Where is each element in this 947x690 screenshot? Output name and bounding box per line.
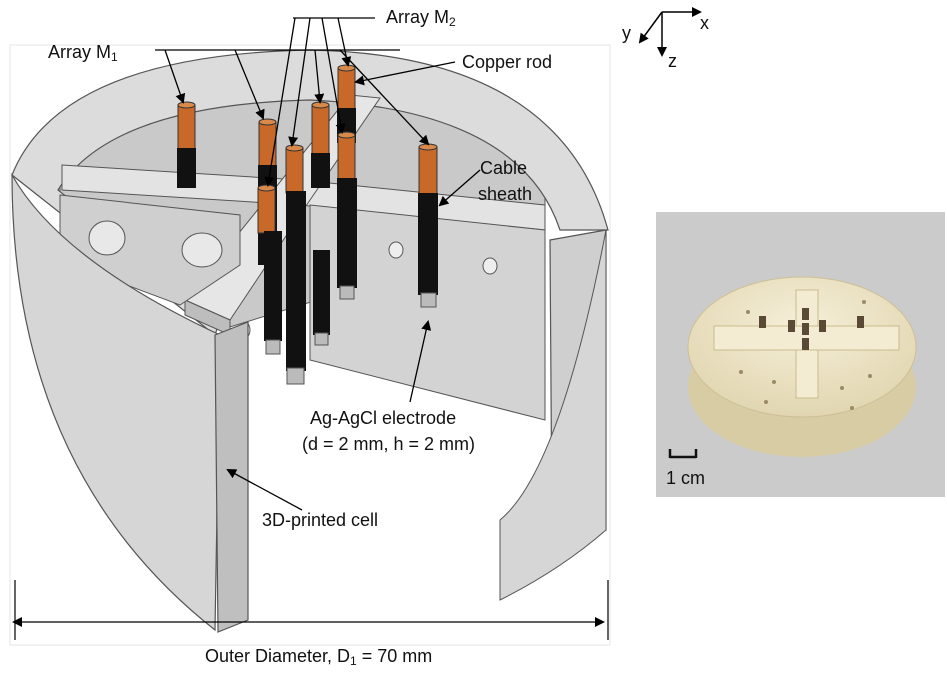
cell-label: 3D-printed cell (262, 510, 379, 530)
photo-holes (739, 300, 872, 410)
array-m2-pointers (264, 17, 375, 187)
electrode-group (177, 64, 438, 385)
electrode-label-1: Ag-AgCl electrode (310, 408, 457, 428)
device-photo: 1 cm (656, 212, 945, 497)
cell-hole (181, 232, 223, 268)
electrode-pointer (409, 320, 432, 403)
cable-sheath-pointer (438, 169, 481, 207)
copper-rod-pointer (354, 61, 456, 86)
cell-top-ring (11, 49, 609, 336)
frame (9, 44, 611, 646)
array-m1-label: Array M1 (48, 42, 118, 64)
scale-bar-label: 1 cm (666, 468, 706, 488)
device-photo-graphic (656, 212, 945, 497)
array-m2-label: Array M2 (386, 7, 456, 29)
electrode (177, 101, 196, 188)
cell-outer-wall-right (499, 229, 607, 601)
copper-rod-label: Copper rod (462, 52, 553, 72)
axis-x-label: x (700, 13, 709, 33)
electrode (311, 101, 330, 346)
electrode (337, 131, 357, 300)
electrode (257, 184, 282, 355)
cable-sheath-label-2: sheath (478, 184, 533, 204)
cell-hole (482, 257, 498, 275)
electrode (285, 144, 306, 385)
cell-front-face (214, 321, 249, 633)
photo-electrodes (759, 308, 864, 350)
electrode (418, 143, 438, 308)
cell-outer-wall (11, 172, 221, 632)
diameter-label: Outer Diameter, D1 = 70 mm (205, 646, 433, 668)
cell-hole (388, 241, 404, 259)
electrode-label-2: (d = 2 mm, h = 2 mm) (302, 434, 476, 454)
electrode (337, 64, 356, 143)
cell-pointer (226, 469, 303, 511)
array-m1-pointers (155, 49, 430, 146)
cable-sheath-label-1: Cable (480, 158, 528, 178)
coordinate-axes (638, 7, 702, 57)
axis-z-label: z (668, 51, 677, 71)
photo-scale-bar (668, 449, 698, 459)
cell-hole (88, 220, 126, 256)
axis-y-label: y (622, 23, 631, 43)
